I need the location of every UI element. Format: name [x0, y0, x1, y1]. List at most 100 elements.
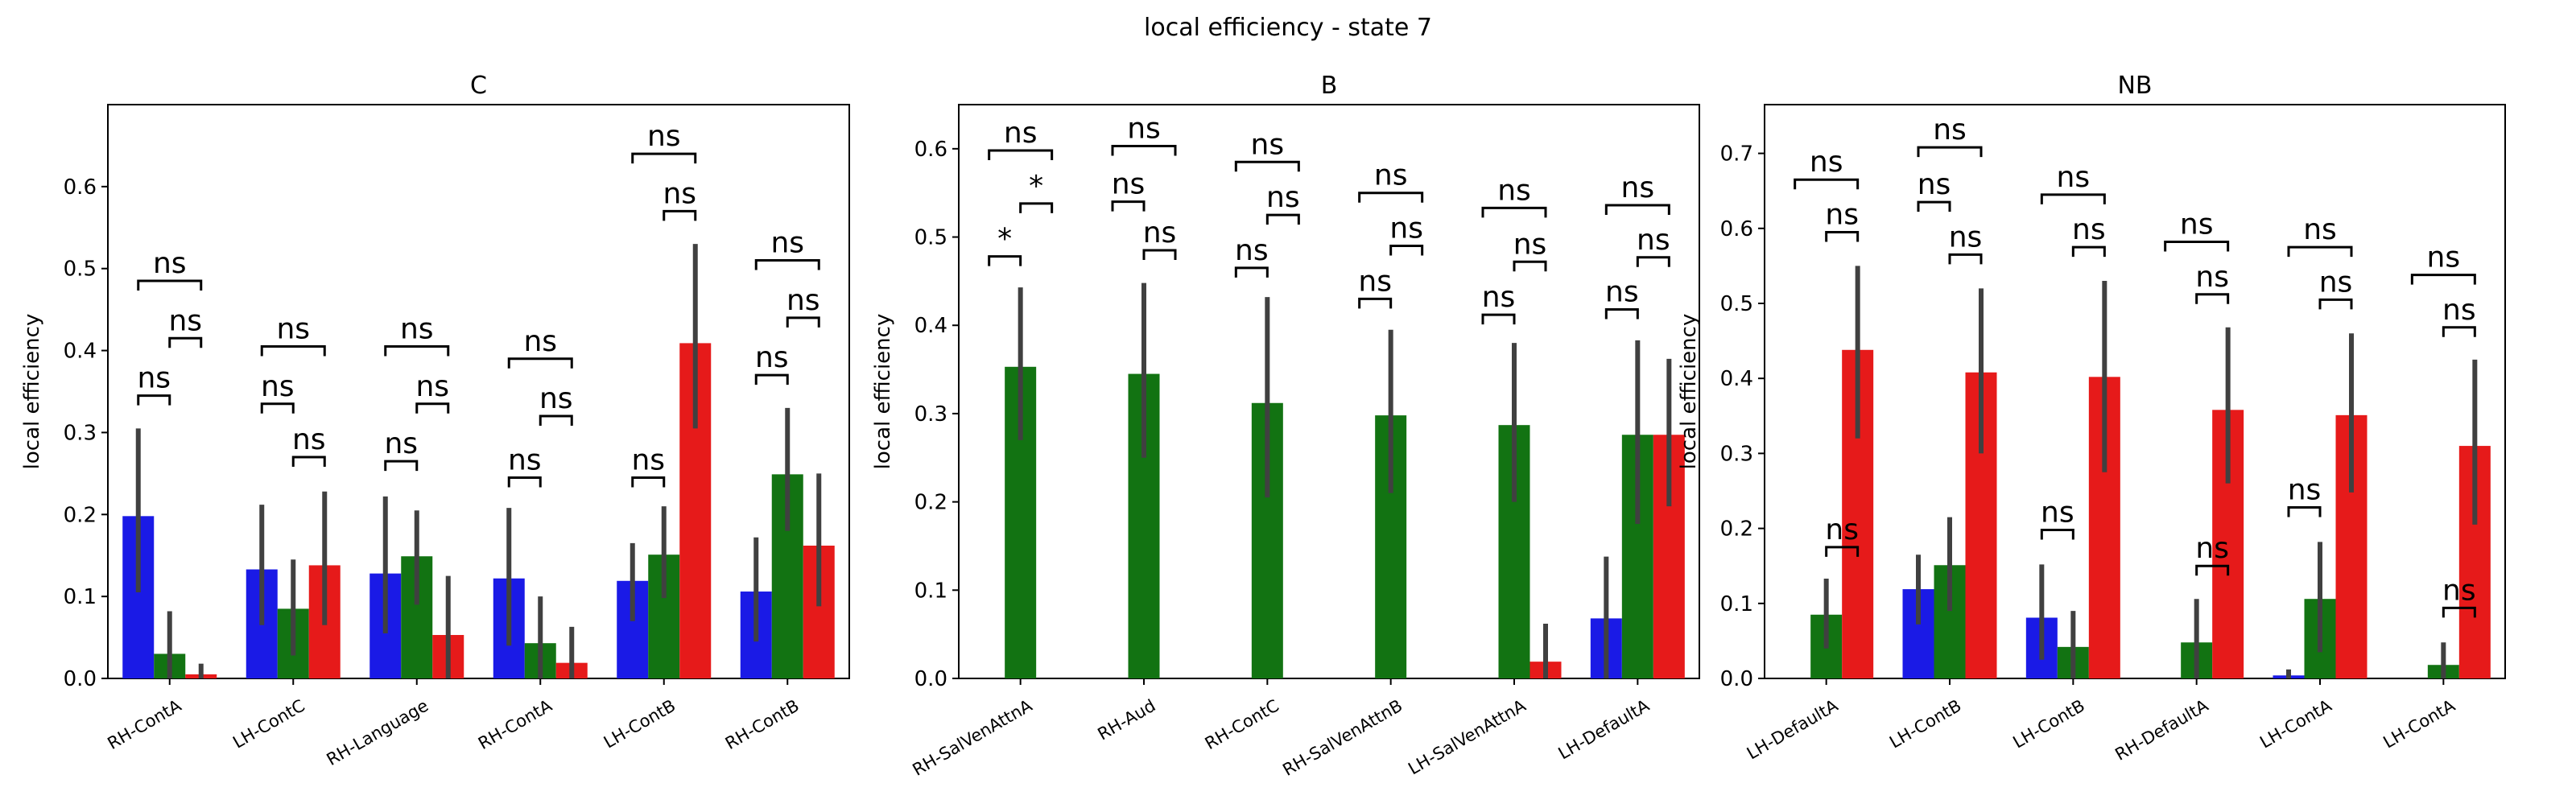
- significance-label: ns: [786, 284, 820, 317]
- y-axis-label: local efficiency: [20, 314, 44, 470]
- significance-label: ns: [1482, 281, 1516, 314]
- y-tick-label: 0.4: [64, 340, 97, 364]
- significance-bracket: [1604, 307, 1639, 319]
- significance-label: ns: [261, 370, 295, 403]
- significance-bracket: [2195, 293, 2230, 304]
- significance-label: ns: [508, 443, 542, 476]
- significance-label: *: [997, 223, 1012, 256]
- significance-bracket: [2071, 245, 2106, 258]
- significance-bracket: [1513, 260, 1547, 272]
- significance-bracket: [754, 259, 820, 270]
- significance-label: ns: [2195, 532, 2229, 565]
- significance-label: ns: [2180, 208, 2214, 241]
- significance-bracket: [1948, 253, 1983, 265]
- significance-bracket: [786, 316, 820, 328]
- x-tick-label: LH-ContC: [229, 696, 308, 752]
- x-tick-label: LH-ContA: [2380, 695, 2459, 752]
- y-tick-label: 0.2: [1720, 517, 1753, 542]
- x-tick-label: LH-ContB: [601, 696, 679, 752]
- significance-label: ns: [400, 312, 434, 345]
- significance-bracket: [1142, 249, 1177, 260]
- y-tick-label: 0.2: [64, 503, 97, 527]
- significance-bracket: [1265, 213, 1300, 225]
- x-tick-label: LH-ContA: [2256, 695, 2335, 752]
- x-tick-label: RH-DefaultA: [2112, 695, 2211, 765]
- x-tick-label: LH-DefaultA: [1744, 695, 1842, 763]
- y-tick-label: 0.1: [64, 585, 97, 609]
- significance-bracket: [1917, 146, 1983, 158]
- axes-frame: [1764, 104, 2506, 679]
- significance-label: ns: [1825, 513, 1859, 546]
- significance-bracket: [2195, 564, 2230, 576]
- x-tick-label: RH-ContC: [1202, 696, 1282, 754]
- significance-bracket: [2442, 606, 2476, 618]
- panel-title: C: [470, 72, 487, 100]
- significance-label: ns: [2057, 161, 2091, 194]
- significance-label: *: [1029, 170, 1043, 203]
- significance-bracket: [2287, 505, 2322, 517]
- significance-bracket: [754, 373, 789, 385]
- x-tick-label: RH-ContA: [104, 695, 184, 753]
- significance-label: ns: [292, 423, 326, 456]
- significance-bracket: [1636, 256, 1670, 267]
- y-tick-label: 0.0: [1720, 667, 1753, 691]
- panel-title: NB: [2117, 72, 2152, 100]
- significance-label: ns: [1513, 228, 1547, 261]
- axes-frame: [107, 104, 850, 679]
- significance-label: ns: [276, 312, 310, 345]
- significance-bracket: [384, 460, 419, 472]
- significance-bracket: [1825, 546, 1860, 557]
- significance-bracket: [1358, 297, 1393, 309]
- significance-label: ns: [1621, 171, 1655, 204]
- significance-label: ns: [539, 382, 573, 415]
- panel-nb: NB local efficiency 0.0 0.1 0.2 0.3 0.4 0.5 0.6 0…: [1677, 72, 2506, 765]
- significance-label: ns: [1637, 224, 1670, 257]
- significance-label: ns: [1389, 212, 1423, 245]
- significance-label: ns: [1497, 174, 1531, 207]
- significance-label: ns: [168, 304, 202, 337]
- y-tick-label: 0.6: [64, 175, 97, 200]
- significance-bracket: [168, 336, 203, 348]
- significance-label: ns: [415, 370, 449, 403]
- significance-bracket: [631, 476, 666, 488]
- significance-bracket: [1917, 200, 1951, 212]
- significance-bracket: [384, 344, 450, 357]
- y-tick-label: 0.5: [914, 226, 947, 250]
- significance-bracket: [415, 402, 450, 414]
- x-tick-label: RH-Language: [324, 696, 432, 770]
- significance-bracket: [1481, 206, 1547, 218]
- significance-label: ns: [384, 427, 418, 460]
- significance-label: ns: [647, 120, 681, 153]
- significance-bracket: [137, 394, 171, 406]
- y-tick-label: 0.6: [914, 138, 947, 162]
- significance-label: ns: [2442, 294, 2476, 327]
- y-tick-label: 0.6: [1720, 217, 1753, 241]
- significance-bracket: [988, 255, 1022, 266]
- significance-bracket: [1481, 313, 1516, 325]
- figure-title: local efficiency - state 7: [1144, 14, 1432, 42]
- significance-bracket: [663, 209, 697, 221]
- significance-label: ns: [2195, 261, 2229, 294]
- significance-label: ns: [1251, 128, 1285, 161]
- significance-label: ns: [137, 362, 171, 395]
- y-tick-label: 0.0: [64, 667, 97, 691]
- significance-bracket: [2287, 245, 2353, 258]
- significance-bracket: [1234, 266, 1269, 278]
- y-tick-label: 0.5: [64, 258, 97, 282]
- y-tick-label: 0.4: [914, 314, 947, 338]
- y-axis-label: local efficiency: [871, 314, 895, 470]
- significance-label: ns: [2041, 496, 2074, 529]
- significance-bracket: [2410, 274, 2476, 285]
- significance-bracket: [631, 152, 697, 164]
- significance-bracket: [1234, 160, 1300, 172]
- significance-label: ns: [663, 177, 696, 210]
- significance-label: ns: [1374, 159, 1408, 192]
- significance-bracket: [291, 456, 326, 467]
- axes-frame: [958, 104, 1700, 679]
- y-axis-label: local efficiency: [1677, 314, 1701, 470]
- x-tick-label: RH-ContB: [722, 696, 803, 753]
- y-tick-label: 0.3: [64, 421, 97, 445]
- y-tick-label: 0.5: [1720, 292, 1753, 316]
- significance-bracket: [137, 279, 203, 291]
